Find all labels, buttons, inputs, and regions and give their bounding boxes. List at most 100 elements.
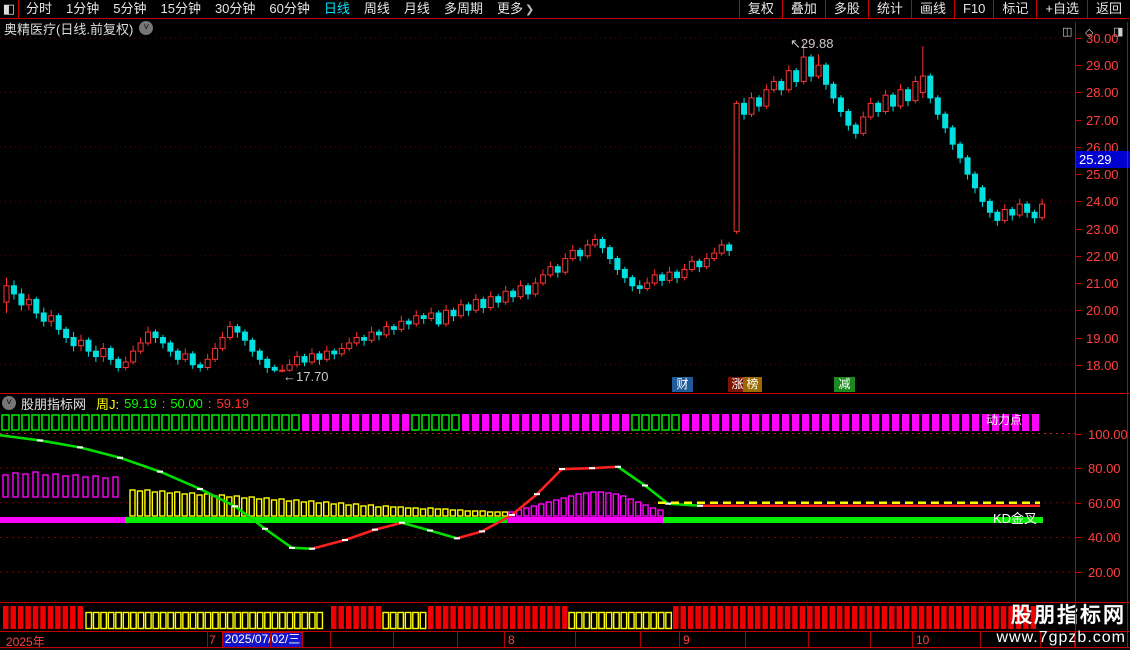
toolbar-period-日线[interactable]: 日线: [323, 1, 350, 16]
strip-bar-red: [428, 606, 434, 629]
toolbar-tool-标记[interactable]: 标记: [993, 0, 1036, 18]
week-marker: [37, 439, 43, 442]
level-band: [0, 517, 125, 523]
toolbar-period-月线[interactable]: 月线: [403, 1, 430, 16]
toolbar-tool-统计[interactable]: 统计: [867, 0, 911, 18]
title-chevron-icon[interactable]: ˅: [139, 21, 154, 35]
toolbar-period-30分钟[interactable]: 30分钟: [214, 1, 256, 16]
toolbar-period-5分钟[interactable]: 5分钟: [113, 1, 147, 16]
strip-bar-yellow: [92, 611, 100, 630]
top-bar-magenta: [302, 414, 309, 431]
candle: [606, 244, 613, 265]
candle: [636, 280, 643, 294]
price-label: 29.00: [1086, 58, 1119, 74]
event-badge-减: 减: [834, 377, 855, 392]
toolbar-tool-多股[interactable]: 多股: [824, 0, 868, 18]
candle: [10, 280, 17, 300]
toolbar-period-分时[interactable]: 分时: [26, 1, 53, 16]
top-bar-green: [231, 414, 240, 431]
top-bar-green: [631, 414, 640, 431]
toolbar-tool-返回[interactable]: 返回: [1086, 0, 1130, 18]
candle: [837, 95, 844, 117]
top-bar-magenta: [382, 414, 389, 431]
top-bar-magenta: [582, 414, 589, 431]
strip-bar-red: [702, 606, 709, 629]
candle: [599, 236, 606, 254]
candle: [227, 321, 233, 341]
strip-bar-yellow: [197, 611, 204, 630]
ind-axis-tick: [1075, 433, 1081, 435]
strip-bar-red: [874, 606, 880, 629]
strip-bar-yellow: [189, 611, 197, 630]
candle: [279, 364, 286, 373]
hist-bar-magenta: [2, 474, 9, 498]
hist-bar-magenta: [545, 501, 552, 517]
date-divider-bottom: [0, 647, 1130, 648]
date-tick: [504, 632, 505, 647]
strip-bar-red: [547, 606, 553, 629]
hist-bar-yellow: [181, 493, 188, 517]
strip-bar-red: [457, 606, 464, 629]
hist-bar-yellow: [472, 510, 479, 517]
top-bar-magenta: [312, 414, 319, 431]
hist-bar-yellow: [241, 497, 248, 517]
signal-strip[interactable]: [0, 603, 1075, 631]
top-bar-magenta: [752, 414, 759, 431]
hist-bar-yellow: [136, 490, 144, 517]
toolbar-period-周线[interactable]: 周线: [363, 1, 390, 16]
toolbar-period-60分钟[interactable]: 60分钟: [269, 1, 310, 16]
candle: [569, 244, 576, 262]
hist-bar-magenta: [620, 495, 627, 517]
strip-bar-red: [509, 606, 516, 629]
strip-bar-red: [732, 606, 739, 629]
candle: [78, 334, 84, 352]
toolbar-period-1分钟[interactable]: 1分钟: [66, 1, 100, 16]
kdj-indicator-panel[interactable]: [0, 412, 1075, 602]
hist-bar-yellow: [442, 508, 449, 517]
toolbar-period-更多[interactable]: 更多 ❯: [496, 0, 535, 16]
strip-bar-red: [517, 606, 523, 629]
strip-bar-red: [562, 606, 568, 629]
ind-axis-label: 60.00: [1088, 495, 1121, 511]
hist-bar-magenta: [112, 476, 119, 498]
candle: [167, 340, 174, 357]
strip-bar-red: [814, 606, 821, 629]
toolbar-tool-叠加[interactable]: 叠加: [781, 0, 825, 18]
diamond-icon[interactable]: ◇: [1085, 27, 1094, 39]
candle: [70, 332, 77, 352]
strip-bar-red: [554, 606, 561, 629]
panel-icon[interactable]: ◫: [1062, 26, 1073, 38]
top-bar-magenta: [732, 414, 739, 431]
week-marker: [157, 470, 163, 473]
toolbar-period-多周期[interactable]: 多周期: [443, 1, 483, 16]
top-bar-magenta: [592, 414, 599, 431]
kdj-line-seg: [344, 528, 376, 542]
toolbar-tool-画线[interactable]: 画线: [910, 0, 954, 18]
top-bar-green: [161, 414, 170, 431]
strip-bar-yellow: [620, 611, 628, 630]
top-bar-green: [181, 414, 190, 431]
top-bar-magenta: [392, 414, 399, 431]
candle: [189, 351, 196, 369]
indicator-chevron-icon[interactable]: ˅: [2, 396, 16, 410]
candle: [733, 100, 740, 235]
candle: [413, 310, 420, 327]
top-bar-green: [11, 414, 20, 431]
toolbar-period-15分钟[interactable]: 15分钟: [160, 1, 201, 16]
strip-bar-red: [777, 606, 783, 629]
candlestick-chart[interactable]: [0, 22, 1075, 393]
mini-panel-icon[interactable]: ◨: [1113, 26, 1124, 38]
strip-bar-red: [487, 606, 494, 629]
hist-bar-yellow: [278, 498, 285, 517]
strip-bar-red: [338, 606, 344, 629]
candle: [308, 348, 315, 365]
top-bar-magenta: [362, 414, 369, 431]
toolbar-tool-F10[interactable]: F10: [953, 0, 993, 18]
window-split-icon[interactable]: ◧: [0, 0, 19, 18]
toolbar-tool-复权[interactable]: 复权: [738, 0, 782, 18]
hist-bar-magenta: [612, 493, 619, 517]
toolbar-tool-+自选[interactable]: +自选: [1036, 0, 1087, 18]
candle: [346, 337, 353, 352]
candle: [353, 332, 360, 346]
